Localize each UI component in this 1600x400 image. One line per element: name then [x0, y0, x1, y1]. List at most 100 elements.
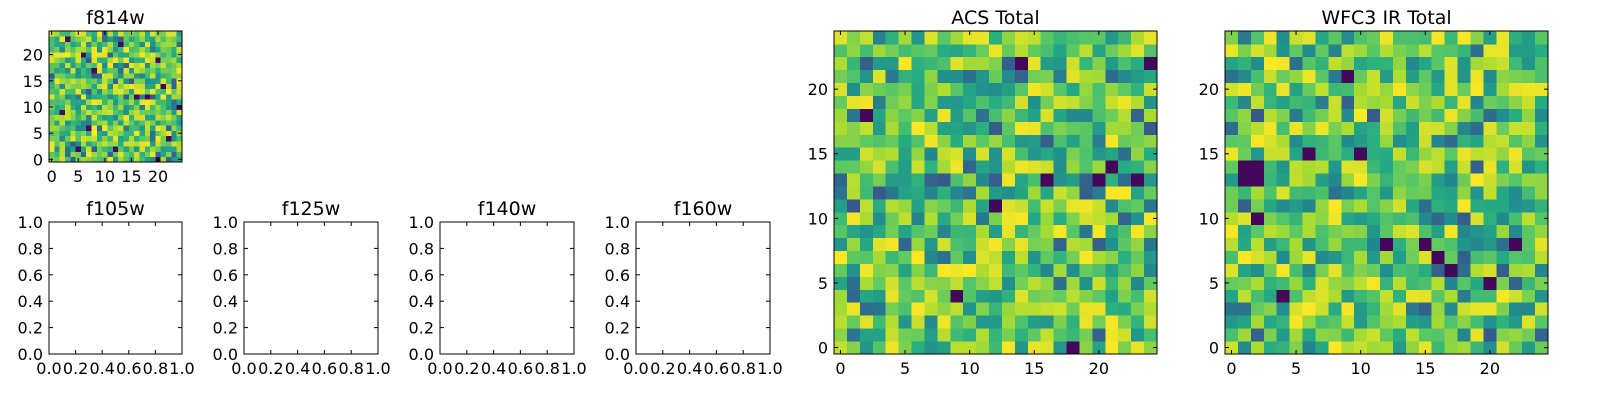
- heatmap-cell: [102, 62, 108, 69]
- heatmap-cell: [102, 57, 108, 63]
- heatmap-cell: [1276, 147, 1290, 161]
- heatmap-cell: [96, 109, 103, 116]
- heatmap-cell: [1418, 121, 1433, 135]
- heatmap-cell: [123, 31, 130, 37]
- heatmap-cell: [1341, 315, 1355, 329]
- heatmap-cell: [1392, 276, 1407, 290]
- heatmap-cell: [1131, 250, 1145, 264]
- heatmap-cell: [112, 57, 119, 63]
- heatmap-cell: [1341, 160, 1355, 174]
- heatmap-cell: [1079, 69, 1093, 84]
- heatmap-cell: [1040, 250, 1055, 264]
- heatmap-cell: [176, 41, 183, 48]
- heatmap-cell: [1289, 43, 1303, 58]
- heatmap-cell: [49, 141, 55, 147]
- heatmap-cell: [1144, 341, 1158, 355]
- heatmap-cell: [989, 289, 1003, 303]
- heatmap-cell: [123, 51, 130, 58]
- heatmap-cell: [834, 31, 848, 45]
- heatmap-cell: [1496, 108, 1510, 122]
- heatmap-cell: [1225, 302, 1239, 316]
- x-tick-label: 0.0: [427, 359, 452, 378]
- heatmap-cell: [1328, 121, 1342, 135]
- heatmap-cell: [1392, 263, 1407, 277]
- heatmap-cell: [963, 43, 977, 58]
- heatmap-cell: [75, 83, 82, 90]
- heatmap-cell: [1431, 69, 1446, 84]
- heatmap-cell: [1276, 289, 1290, 303]
- heatmap-cell: [1289, 147, 1303, 161]
- heatmap-cell: [1302, 341, 1316, 355]
- heatmap-cell: [1328, 56, 1342, 71]
- heatmap-cell: [1131, 121, 1145, 135]
- heatmap-cell: [963, 341, 977, 355]
- heatmap-cell: [1444, 69, 1458, 84]
- heatmap-cell: [1225, 237, 1239, 252]
- heatmap-cell: [1380, 224, 1394, 239]
- heatmap-cell: [872, 147, 887, 161]
- heatmap-cell: [102, 109, 108, 116]
- heatmap-cell: [59, 36, 66, 42]
- heatmap-cell: [1341, 276, 1355, 290]
- heatmap-cell: [1315, 173, 1329, 187]
- y-tick-label: 0.8: [18, 239, 43, 258]
- heatmap-cell: [102, 41, 108, 48]
- heatmap-cell: [1535, 160, 1549, 174]
- heatmap-cell: [1027, 341, 1042, 355]
- heatmap-cell: [1392, 82, 1407, 96]
- heatmap-cell: [1027, 289, 1042, 303]
- heatmap-cell: [155, 104, 162, 110]
- heatmap-cell: [171, 130, 178, 137]
- heatmap-cell: [1302, 160, 1316, 174]
- heatmap-cell: [166, 130, 172, 137]
- heatmap-cell: [1118, 95, 1132, 109]
- heatmap-cell: [75, 109, 82, 116]
- heatmap-cell: [102, 67, 108, 74]
- heatmap-cell: [1105, 315, 1119, 329]
- heatmap-cell: [160, 41, 167, 48]
- heatmap-cell: [75, 151, 82, 158]
- heatmap-cell: [1105, 237, 1119, 252]
- heatmap-cell: [1457, 198, 1471, 213]
- heatmap-cell: [963, 69, 977, 84]
- heatmap-cell: [128, 135, 135, 142]
- heatmap-cell: [1040, 134, 1055, 148]
- heatmap-cell: [1328, 224, 1342, 239]
- heatmap-cell: [989, 69, 1003, 84]
- heatmap-cell: [1250, 82, 1265, 96]
- heatmap-cell: [885, 56, 899, 71]
- heatmap-cell: [1040, 341, 1055, 355]
- heatmap-cell: [859, 108, 874, 122]
- heatmap-cell: [150, 141, 156, 147]
- heatmap-cell: [1328, 134, 1342, 148]
- heatmap-cell: [80, 72, 87, 79]
- heatmap-cell: [834, 263, 848, 277]
- heatmap-cell: [1066, 341, 1080, 355]
- heatmap-cell: [1250, 302, 1265, 316]
- heatmap-cell: [123, 104, 130, 110]
- heatmap-cell: [1276, 341, 1290, 355]
- heatmap-cell: [1457, 95, 1471, 109]
- heatmap-cell: [1276, 108, 1290, 122]
- heatmap-cell: [924, 250, 938, 264]
- heatmap-cell: [134, 146, 140, 152]
- heatmap-cell: [118, 62, 124, 69]
- heatmap-cell: [963, 134, 977, 148]
- heatmap-cell: [1092, 315, 1106, 329]
- heatmap-cell: [1027, 198, 1042, 213]
- heatmap-cell: [150, 88, 156, 95]
- heatmap-cell: [1509, 82, 1523, 96]
- heatmap-cell: [1144, 56, 1158, 71]
- heatmap-cell: [150, 67, 156, 74]
- heatmap-cell: [80, 62, 87, 69]
- heatmap-cell: [963, 56, 977, 71]
- heatmap-cell: [1118, 315, 1132, 329]
- heatmap-cell: [1367, 211, 1381, 226]
- heatmap-cell: [846, 211, 861, 226]
- heatmap-cell: [144, 31, 151, 37]
- heatmap-cell: [107, 93, 114, 100]
- heatmap-cell: [1509, 302, 1523, 316]
- heatmap-cell: [976, 147, 990, 161]
- heatmap-cell: [139, 62, 146, 69]
- heatmap-cell: [171, 57, 178, 63]
